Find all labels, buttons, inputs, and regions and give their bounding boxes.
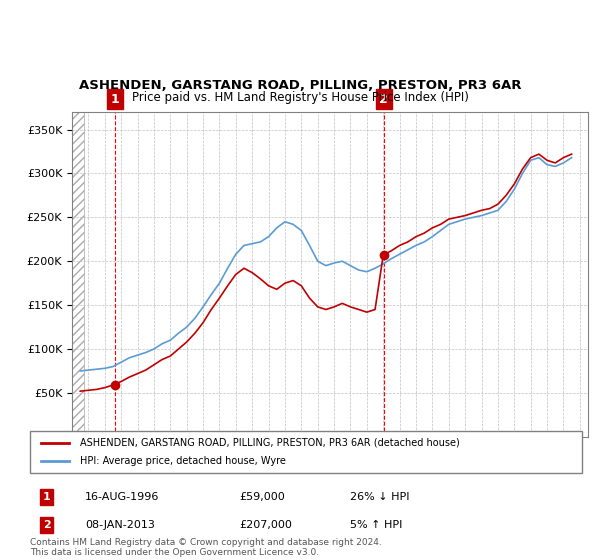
- Text: 5% ↑ HPI: 5% ↑ HPI: [350, 520, 403, 530]
- Text: HPI: Average price, detached house, Wyre: HPI: Average price, detached house, Wyre: [80, 456, 286, 466]
- Text: 26% ↓ HPI: 26% ↓ HPI: [350, 492, 410, 502]
- Text: 2: 2: [43, 520, 50, 530]
- Text: ASHENDEN, GARSTANG ROAD, PILLING, PRESTON, PR3 6AR (detached house): ASHENDEN, GARSTANG ROAD, PILLING, PRESTO…: [80, 438, 460, 448]
- Text: 08-JAN-2013: 08-JAN-2013: [85, 520, 155, 530]
- Text: £59,000: £59,000: [240, 492, 286, 502]
- FancyBboxPatch shape: [30, 431, 582, 473]
- Text: £207,000: £207,000: [240, 520, 293, 530]
- Text: 1: 1: [43, 492, 50, 502]
- Text: Price paid vs. HM Land Registry's House Price Index (HPI): Price paid vs. HM Land Registry's House …: [131, 91, 469, 104]
- Text: 2: 2: [379, 92, 388, 105]
- Text: 16-AUG-1996: 16-AUG-1996: [85, 492, 160, 502]
- Text: ASHENDEN, GARSTANG ROAD, PILLING, PRESTON, PR3 6AR: ASHENDEN, GARSTANG ROAD, PILLING, PRESTO…: [79, 80, 521, 92]
- Text: 1: 1: [110, 92, 119, 105]
- Text: Contains HM Land Registry data © Crown copyright and database right 2024.
This d: Contains HM Land Registry data © Crown c…: [30, 538, 382, 557]
